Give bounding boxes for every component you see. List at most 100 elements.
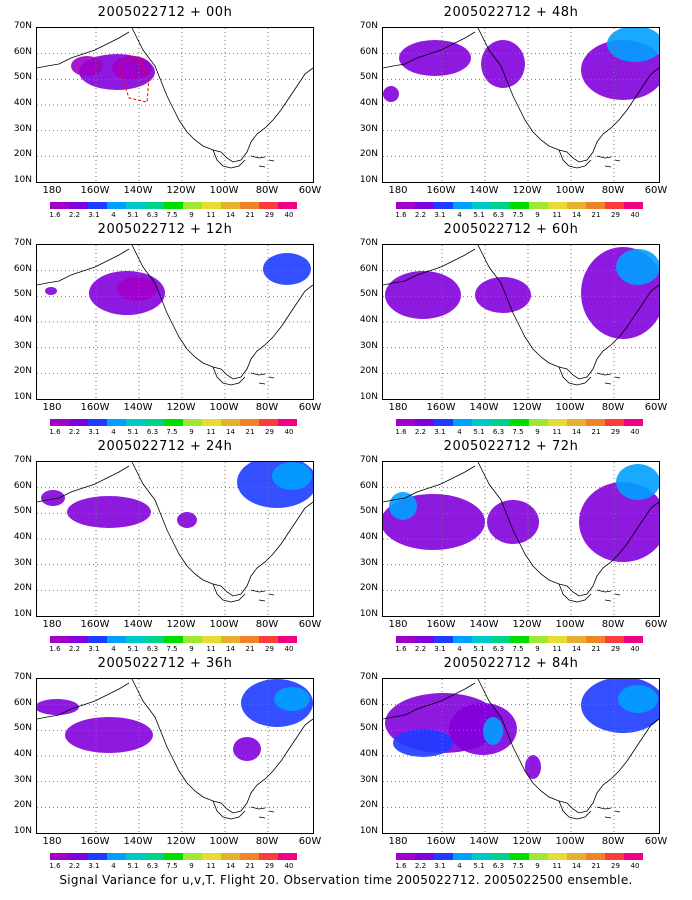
colorbar-swatch — [491, 636, 510, 643]
colorbar-swatch — [472, 853, 491, 860]
coastline — [250, 589, 275, 602]
colorbar-label: 11 — [552, 862, 562, 870]
variance-region — [65, 717, 153, 753]
lat-label: 30N — [359, 123, 378, 134]
colorbar-label: 2.2 — [414, 428, 427, 436]
colorbar-label: 11 — [206, 211, 216, 219]
lon-label: 140W — [123, 836, 153, 847]
lon-label: 100W — [555, 402, 585, 413]
variance-region — [67, 496, 151, 528]
colorbar-label: 2.2 — [68, 211, 81, 219]
colorbar-swatch — [202, 419, 221, 426]
colorbar-label: 14 — [226, 211, 235, 219]
lat-label: 70N — [13, 455, 32, 465]
colorbar-label: 40 — [630, 211, 640, 219]
colorbar-swatch — [259, 419, 278, 426]
coastline — [250, 155, 275, 168]
lat-label: 30N — [13, 123, 32, 134]
colorbar-swatch — [107, 853, 126, 860]
colorbar-label: 21 — [591, 428, 601, 436]
coastline — [212, 583, 246, 603]
colorbar-swatch — [145, 636, 164, 643]
coastline — [37, 248, 130, 286]
colorbar-label: 4 — [111, 428, 116, 436]
colorbar-label: 7.5 — [166, 211, 178, 219]
colorbar-swatch — [278, 636, 297, 643]
lat-label: 40N — [13, 315, 32, 325]
colorbar-swatch — [472, 636, 491, 643]
colorbar-swatch — [107, 636, 126, 643]
lon-label: 180 — [42, 619, 62, 630]
colorbar-label: 7.5 — [512, 211, 524, 219]
lat-label: 10N — [13, 609, 32, 619]
colorbar-swatch — [415, 636, 434, 643]
colorbar-label: 21 — [245, 211, 255, 219]
lat-label: 10N — [359, 392, 378, 402]
colorbar-label: 21 — [591, 862, 601, 870]
lat-label: 40N — [359, 98, 378, 108]
lon-label: 60W — [644, 185, 668, 196]
colorbar-label: 4 — [457, 211, 462, 219]
colorbar-swatch — [221, 202, 240, 209]
variance-region — [487, 500, 539, 544]
colorbar-label: 11 — [206, 645, 216, 653]
colorbar-swatch — [396, 202, 415, 209]
lon-label: 80W — [601, 185, 625, 196]
colorbar-labels: 1.6 2.2 3.1 4 5.1 6.3 7.5 9 11 14 21 29 40 — [49, 428, 310, 438]
variance-region — [579, 482, 659, 562]
colorbar-swatch — [69, 853, 88, 860]
colorbar-swatch — [69, 202, 88, 209]
colorbar-label: 4 — [457, 428, 462, 436]
colorbar-swatch — [434, 853, 453, 860]
colorbar — [396, 853, 643, 860]
coastline — [596, 155, 621, 168]
lon-label: 80W — [255, 402, 279, 413]
colorbar-label: 7.5 — [512, 428, 524, 436]
lon-label: 100W — [209, 836, 239, 847]
panel-title: 2005022712 + 36h — [97, 656, 233, 671]
coastline — [477, 462, 659, 597]
colorbar-label: 6.3 — [146, 645, 159, 653]
colorbar-swatch — [510, 636, 529, 643]
colorbar-swatch — [145, 419, 164, 426]
colorbar — [396, 636, 643, 643]
coastline — [131, 28, 313, 163]
variance-region — [177, 512, 197, 528]
colorbar-label: 2.2 — [68, 428, 81, 436]
lon-label: 60W — [298, 836, 322, 847]
colorbar-label: 11 — [552, 645, 562, 653]
coastline — [558, 583, 592, 603]
colorbar-swatch — [240, 202, 259, 209]
lat-label: 70N — [13, 238, 32, 248]
lon-label: 120W — [166, 402, 196, 413]
lat-label: 70N — [359, 672, 378, 682]
colorbar-swatch — [50, 419, 69, 426]
colorbar — [396, 419, 643, 426]
coastline — [596, 372, 621, 385]
variance-region — [112, 56, 152, 80]
colorbar-label: 4 — [111, 211, 116, 219]
map-svg — [37, 245, 313, 399]
colorbar-label: 3.1 — [88, 862, 100, 870]
colorbar-swatch — [221, 419, 240, 426]
coastline — [477, 245, 659, 380]
lat-label: 10N — [359, 826, 378, 836]
lon-label: 180 — [388, 619, 408, 630]
colorbar-label: 6.3 — [146, 428, 159, 436]
variance-region — [475, 277, 531, 313]
lat-label: 20N — [359, 366, 378, 377]
lon-label: 100W — [209, 185, 239, 196]
map-panel: 2005022712 + 24h 70N 60N 50N 40N 30N 20N 10N 180… — [0, 439, 330, 653]
lat-label: 50N — [359, 72, 378, 83]
colorbar-swatch — [107, 419, 126, 426]
lat-label: 20N — [359, 149, 378, 160]
colorbar — [396, 202, 643, 209]
colorbar-swatch — [145, 202, 164, 209]
colorbar-label: 7.5 — [512, 645, 524, 653]
lon-label: 180 — [388, 836, 408, 847]
variance-region — [616, 249, 659, 285]
colorbar-label: 9 — [535, 862, 540, 870]
colorbar-swatch — [567, 202, 586, 209]
map-svg — [37, 28, 313, 182]
map-panel: 2005022712 + 48h 70N 60N 50N 40N 30N 20N 10N 180… — [346, 5, 676, 219]
